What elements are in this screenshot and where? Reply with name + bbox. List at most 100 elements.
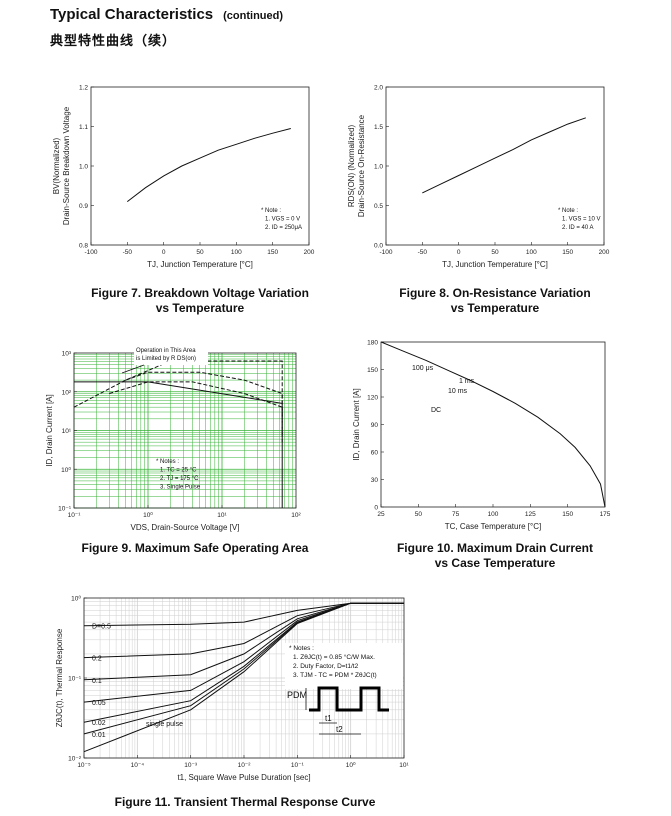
x-axis-label: VDS, Drain-Source Voltage [V] (131, 523, 240, 532)
x-tick-label: 10⁻³ (184, 762, 198, 769)
note-line: 1. VGS = 10 V (562, 217, 601, 223)
note-line: 3. TJM - TC = PDM * ZθJC(t) (293, 672, 377, 679)
y-axis-label: BV(Normalized) (52, 137, 61, 194)
x-tick-label: 10¹ (217, 512, 227, 519)
y-tick-label: 0.9 (79, 203, 88, 210)
curve-label: 0.2 (92, 656, 102, 663)
series-line (422, 117, 586, 194)
series-line (83, 602, 404, 703)
curve-label: 0.05 (92, 700, 106, 707)
y-tick-label: 10⁻¹ (68, 676, 82, 683)
curve-label: DC (431, 407, 441, 414)
y-tick-label: 1.1 (79, 124, 88, 131)
x-tick-label: 50 (491, 249, 499, 256)
annotation-arrow (121, 364, 145, 374)
caption-line-1: Figure 7. Breakdown Voltage Variation (91, 286, 309, 300)
title-continued: (continued) (223, 10, 284, 22)
annotation-text: Operation in This Area (136, 348, 196, 354)
caption-line-2: vs Case Temperature (434, 556, 556, 570)
y-tick-label: 10³ (62, 351, 72, 358)
y-tick-label: 0.8 (79, 243, 88, 250)
page-title: Typical Characteristics (continued) (50, 6, 283, 23)
x-tick-label: -50 (418, 249, 428, 256)
note-line: 2. ID = 250μA (265, 225, 302, 231)
x-tick-label: 200 (599, 249, 610, 256)
notes-background (285, 643, 403, 689)
y-tick-label: 150 (367, 367, 378, 374)
x-axis-label: TJ, Junction Temperature [°C] (147, 260, 253, 269)
figure-11-caption: Figure 11. Transient Thermal Response Cu… (80, 795, 410, 810)
note-line: * Notes : (156, 459, 179, 465)
x-tick-label: 50 (196, 249, 204, 256)
t2-label: t2 (336, 725, 343, 734)
plot-frame (83, 597, 405, 759)
curve-label: D=0.5 (92, 624, 111, 631)
series-line (83, 602, 404, 735)
note-line: 2. ID = 40 A (562, 225, 594, 231)
note-line: 1. TC = 25 °C (160, 468, 197, 474)
y-tick-label: 60 (371, 450, 379, 457)
note-line: * Note : (558, 208, 578, 214)
y-tick-label: 10¹ (62, 428, 72, 435)
caption-line-1: Figure 8. On-Resistance Variation (399, 286, 591, 300)
annotation-text: is Limited by R DS(on) (136, 356, 196, 362)
y-tick-label: 0 (374, 505, 378, 512)
curve-label: 100 μs (412, 365, 434, 372)
note-line: 2. Duty Factor, D=t1/t2 (293, 663, 359, 670)
y-tick-label: 0.5 (374, 203, 383, 210)
x-tick-label: 0 (457, 249, 461, 256)
series-line (73, 360, 283, 419)
x-tick-label: 10⁻¹ (291, 762, 305, 769)
curve-label: 0.1 (92, 678, 102, 685)
caption-line-1: Figure 11. Transient Thermal Response Cu… (114, 795, 376, 809)
x-tick-label: 150 (562, 249, 573, 256)
figure-10-caption: Figure 10. Maximum Drain Current vs Case… (370, 541, 620, 571)
x-axis-label: TC, Case Temperature [°C] (445, 522, 541, 531)
series-line (83, 602, 404, 659)
caption-line-2: vs Temperature (155, 301, 245, 315)
plot-frame (385, 86, 605, 246)
y-tick-label: 10⁰ (71, 595, 81, 603)
plot-frame (380, 341, 606, 508)
y-axis-label: ZθJC(t), Thermal Response (55, 628, 64, 727)
curve-label: 1 ms (459, 378, 475, 385)
x-tick-label: 10² (291, 512, 301, 519)
note-line: 1. ZθJC(t) = 0.85 °C/W Max. (293, 653, 375, 661)
t1-label: t1 (325, 714, 332, 723)
curve-label: 10 ms (448, 388, 468, 395)
y-tick-label: 2.0 (374, 85, 383, 92)
y-axis-label: ID, Drain Current [A] (352, 388, 361, 460)
series-line (380, 341, 606, 508)
curve-label: 0.01 (92, 732, 106, 739)
caption-line-1: Figure 10. Maximum Drain Current (396, 541, 594, 555)
note-line: 3. Single Pulse (160, 485, 201, 491)
figure-9-caption: Figure 9. Maximum Safe Operating Area (60, 541, 330, 556)
y-axis-label: Drain-Source Breakdown Voltage (62, 106, 71, 225)
figure-8-caption: Figure 8. On-Resistance Variation vs Tem… (370, 286, 620, 316)
note-line: * Note : (261, 208, 281, 214)
y-tick-label: 10⁰ (61, 466, 71, 474)
pdm-label: PDM (287, 690, 307, 700)
x-tick-label: 150 (562, 511, 573, 518)
curve-label: 0.02 (92, 720, 106, 727)
plot-frame (90, 86, 310, 246)
series-line (83, 602, 404, 681)
page-subtitle-cn: 典型特性曲线（续） (50, 34, 177, 49)
caption-line-1: Figure 9. Maximum Safe Operating Area (81, 541, 309, 555)
y-tick-label: 10² (62, 389, 72, 396)
note-line: 2. TJ = 175 °C (160, 476, 199, 482)
figure-7-caption: Figure 7. Breakdown Voltage Variation vs… (70, 286, 330, 316)
x-tick-label: -50 (123, 249, 133, 256)
x-tick-label: 10⁰ (346, 761, 356, 769)
caption-line-2: vs Temperature (450, 301, 540, 315)
x-tick-label: 175 (600, 511, 611, 518)
y-tick-label: 0.0 (374, 243, 383, 250)
x-tick-label: 0 (162, 249, 166, 256)
y-tick-label: 1.5 (374, 124, 383, 131)
x-axis-label: TJ, Junction Temperature [°C] (442, 260, 548, 269)
x-tick-label: 75 (452, 511, 460, 518)
